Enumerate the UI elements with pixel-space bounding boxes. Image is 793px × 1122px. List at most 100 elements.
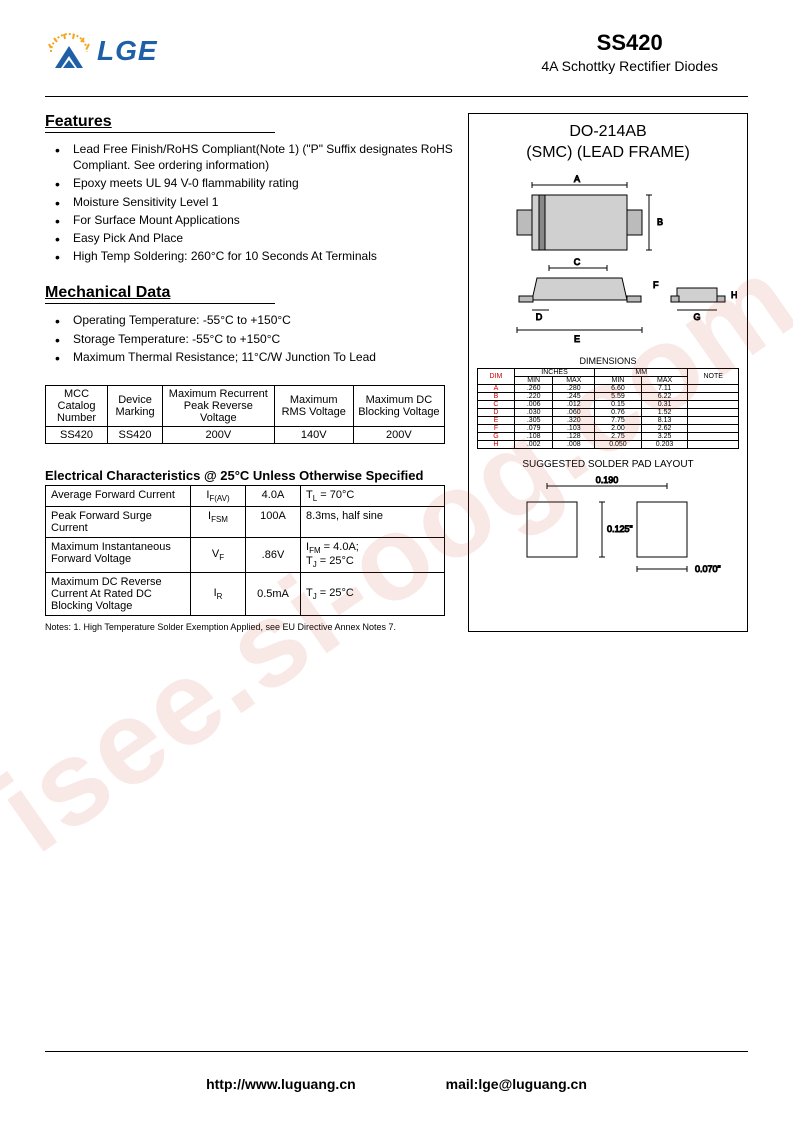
svg-text:0.070": 0.070"	[695, 564, 721, 574]
dim-cell: 0.050	[595, 440, 642, 448]
dim-cell: .280	[553, 384, 595, 392]
spec-header: Maximum Recurrent Peak Reverse Voltage	[163, 385, 275, 426]
spec-cell: 200V	[163, 426, 275, 443]
logo-block: LGE	[45, 30, 158, 72]
dim-cell: 0.15	[595, 400, 642, 408]
dim-cell: .260	[514, 384, 553, 392]
svg-text:0.190: 0.190	[596, 475, 619, 485]
elec-name: Average Forward Current	[46, 485, 191, 506]
dim-hdr: MIN	[514, 376, 553, 384]
elec-cond: TJ = 25°C	[301, 573, 445, 616]
dim-cell: 8.13	[641, 416, 688, 424]
left-column: Features Lead Free Finish/RoHS Compliant…	[45, 113, 454, 632]
spec-header: Maximum RMS Voltage	[274, 385, 353, 426]
elec-sym: VF	[191, 538, 246, 573]
elec-val: 4.0A	[246, 485, 301, 506]
dim-cell: 0.76	[595, 408, 642, 416]
header-title-block: SS420 4A Schottky Rectifier Diodes	[541, 30, 718, 74]
svg-text:A: A	[574, 174, 580, 184]
dim-cell: 1.52	[641, 408, 688, 416]
dim-cell: A	[478, 384, 515, 392]
dim-cell: 3.25	[641, 432, 688, 440]
dim-cell	[688, 392, 739, 400]
dim-hdr: MIN	[595, 376, 642, 384]
header-divider	[45, 96, 748, 97]
dim-cell: .002	[514, 440, 553, 448]
dim-hdr: MAX	[553, 376, 595, 384]
dim-cell: .060	[553, 408, 595, 416]
solder-title: SUGGESTED SOLDER PAD LAYOUT	[477, 459, 739, 470]
solder-diagram: 0.190 0.125" 0.070"	[477, 474, 739, 584]
spec-cell: 200V	[353, 426, 444, 443]
svg-text:D: D	[536, 312, 543, 322]
dim-cell	[688, 416, 739, 424]
footer-mail: mail:lge@luguang.cn	[446, 1076, 587, 1092]
dim-hdr: DIM	[478, 368, 515, 384]
elec-cond: TL = 70°C	[301, 485, 445, 506]
dim-cell: .030	[514, 408, 553, 416]
dim-cell: .008	[553, 440, 595, 448]
dim-cell: .245	[553, 392, 595, 400]
svg-text:F: F	[653, 280, 659, 290]
spec-cell: SS420	[108, 426, 163, 443]
spec-header: Device Marking	[108, 385, 163, 426]
dim-cell: H	[478, 440, 515, 448]
dim-cell: F	[478, 424, 515, 432]
dim-cell	[688, 424, 739, 432]
dim-cell: 7.11	[641, 384, 688, 392]
dim-hdr: MAX	[641, 376, 688, 384]
elec-cond: 8.3ms, half sine	[301, 507, 445, 538]
content-row: Features Lead Free Finish/RoHS Compliant…	[45, 113, 748, 632]
feature-item: Moisture Sensitivity Level 1	[51, 194, 454, 210]
mechanical-list: Operating Temperature: -55°C to +150°C S…	[45, 312, 454, 365]
elec-val: 100A	[246, 507, 301, 538]
dim-cell: .320	[553, 416, 595, 424]
dim-cell	[688, 384, 739, 392]
elec-title: Electrical Characteristics @ 25°C Unless…	[45, 468, 454, 483]
mech-item: Storage Temperature: -55°C to +150°C	[51, 331, 454, 347]
dim-cell	[688, 432, 739, 440]
dim-hdr: INCHES	[514, 368, 594, 376]
elec-sym: IF(AV)	[191, 485, 246, 506]
elec-sym: IR	[191, 573, 246, 616]
svg-text:H: H	[731, 290, 737, 300]
mechanical-title: Mechanical Data	[45, 284, 275, 304]
elec-name: Maximum DC Reverse Current At Rated DC B…	[46, 573, 191, 616]
dim-cell: B	[478, 392, 515, 400]
elec-cond: IFM = 4.0A; TJ = 25°C	[301, 538, 445, 573]
svg-text:C: C	[574, 257, 581, 267]
dim-cell: .108	[514, 432, 553, 440]
spec-cell: SS420	[46, 426, 108, 443]
dimensions-table: DIM INCHES MM NOTE MIN MAX MIN MAX A.260…	[477, 368, 739, 449]
elec-name: Peak Forward Surge Current	[46, 507, 191, 538]
feature-item: Epoxy meets UL 94 V-0 flammability ratin…	[51, 175, 454, 191]
page-header: LGE SS420 4A Schottky Rectifier Diodes	[45, 30, 748, 74]
dim-cell: E	[478, 416, 515, 424]
dim-cell: 6.22	[641, 392, 688, 400]
dim-cell	[688, 400, 739, 408]
package-diagram: A B C F H	[477, 170, 739, 350]
logo-icon	[45, 30, 91, 72]
part-description: 4A Schottky Rectifier Diodes	[541, 58, 718, 74]
package-panel: DO-214AB(SMC) (LEAD FRAME) A B C	[468, 113, 748, 632]
dim-cell: C	[478, 400, 515, 408]
feature-item: For Surface Mount Applications	[51, 212, 454, 228]
svg-text:G: G	[693, 312, 700, 322]
dim-cell: .305	[514, 416, 553, 424]
package-title: DO-214AB(SMC) (LEAD FRAME)	[477, 122, 739, 164]
mech-item: Operating Temperature: -55°C to +150°C	[51, 312, 454, 328]
dim-cell: 2.00	[595, 424, 642, 432]
footer: http://www.luguang.cn mail:lge@luguang.c…	[0, 1076, 793, 1092]
dim-cell	[688, 440, 739, 448]
spec-header: MCC Catalog Number	[46, 385, 108, 426]
dim-cell: 2.75	[595, 432, 642, 440]
svg-text:0.125": 0.125"	[607, 524, 633, 534]
elec-val: .86V	[246, 538, 301, 573]
spec-header: Maximum DC Blocking Voltage	[353, 385, 444, 426]
mech-item: Maximum Thermal Resistance; 11°C/W Junct…	[51, 349, 454, 365]
feature-item: Lead Free Finish/RoHS Compliant(Note 1) …	[51, 141, 454, 173]
elec-sym: IFSM	[191, 507, 246, 538]
dim-cell: .079	[514, 424, 553, 432]
dim-cell: 6.60	[595, 384, 642, 392]
svg-text:B: B	[657, 217, 663, 227]
